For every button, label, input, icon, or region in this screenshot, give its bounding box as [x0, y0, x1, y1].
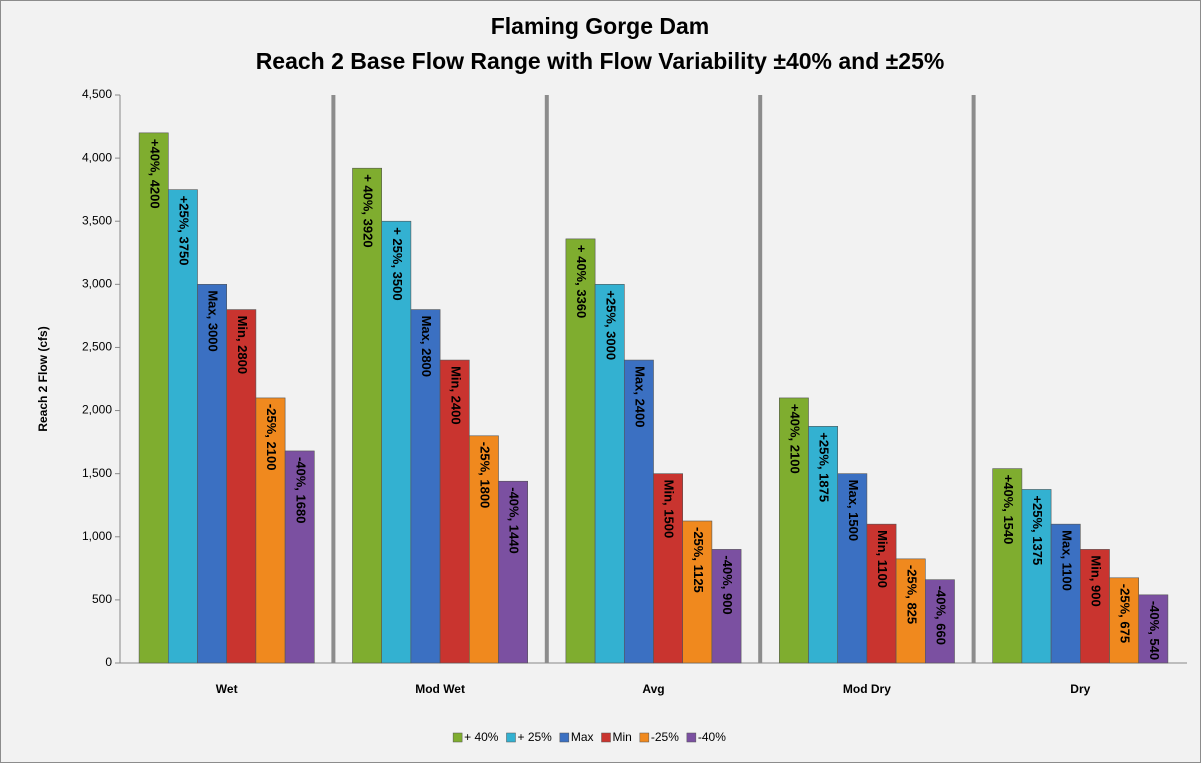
- y-tick-label: 4,500: [82, 87, 112, 101]
- y-tick-label: 3,500: [82, 213, 112, 227]
- bar: [168, 189, 198, 664]
- y-tick-label: 4,000: [82, 150, 112, 164]
- legend-label: + 25%: [517, 730, 552, 744]
- data-label: -40%, 1680: [293, 457, 308, 524]
- x-tick-label: Wet: [216, 682, 238, 696]
- data-label: -40%, 1440: [507, 487, 522, 554]
- bar: [352, 167, 383, 664]
- bar: [1050, 523, 1081, 664]
- data-label: + 40%, 3360: [574, 245, 589, 318]
- bar: [808, 426, 839, 664]
- bar: [778, 397, 809, 664]
- data-label: -25%, 675: [1118, 584, 1133, 643]
- y-tick-label: 500: [92, 592, 112, 606]
- bar: [226, 309, 257, 664]
- y-tick-label: 2,000: [82, 403, 112, 417]
- data-label: + 25%, 3500: [390, 227, 405, 300]
- data-label: -25%, 1800: [477, 442, 492, 509]
- bar: [565, 238, 596, 664]
- data-label: Max, 2400: [632, 366, 647, 427]
- legend-label: + 40%: [464, 730, 499, 744]
- legend-swatch: [601, 732, 611, 743]
- data-label: +25%, 3750: [176, 196, 191, 266]
- x-tick-label: Avg: [642, 682, 664, 696]
- data-label: -25%, 1125: [691, 527, 706, 593]
- chart-subtitle: Reach 2 Base Flow Range with Flow Variab…: [256, 48, 945, 74]
- data-label: Min, 2800: [235, 316, 250, 375]
- legend: + 40% + 25% Max Min -25% -40%: [452, 730, 726, 744]
- data-label: +25%, 1875: [817, 432, 832, 502]
- y-tick-label: 2,500: [82, 340, 112, 354]
- data-label: +25%, 1375: [1030, 495, 1045, 565]
- chart-title: Flaming Gorge Dam: [491, 13, 710, 39]
- bar: [682, 520, 713, 664]
- data-label: -25%, 825: [904, 565, 919, 624]
- y-tick-label: 1,000: [82, 529, 112, 543]
- bar: [895, 558, 926, 664]
- bar: [410, 309, 441, 664]
- bar: [381, 220, 412, 664]
- data-label: +40%, 2100: [787, 404, 802, 474]
- bar: [468, 435, 499, 664]
- bar: [1138, 594, 1169, 664]
- bar: [594, 284, 625, 664]
- bar: [837, 473, 868, 664]
- bar: [924, 579, 955, 664]
- data-label: + 40%, 3920: [361, 174, 376, 247]
- data-label: -40%, 900: [720, 555, 735, 614]
- y-tick-label: 1,500: [82, 466, 112, 480]
- bar: [284, 450, 315, 664]
- bar: [255, 397, 286, 664]
- x-tick-label: Mod Dry: [843, 682, 891, 696]
- legend-label: -40%: [698, 730, 726, 744]
- data-label: Max, 2800: [419, 316, 434, 377]
- bar: [866, 523, 897, 664]
- data-label: +40%, 1540: [1001, 475, 1016, 545]
- bar: [711, 549, 742, 664]
- legend-swatch: [639, 732, 650, 743]
- data-label: Min, 2400: [448, 366, 463, 425]
- legend-swatch: [506, 732, 516, 743]
- data-label: Min, 1500: [662, 480, 677, 539]
- y-tick-label: 3,000: [82, 277, 112, 291]
- data-label: Max, 1500: [846, 480, 861, 541]
- bar: [197, 284, 228, 664]
- bar: [653, 473, 684, 664]
- bar: [1021, 489, 1052, 664]
- bar: [623, 359, 654, 664]
- data-label: Max, 3000: [206, 290, 221, 351]
- data-label: -25%, 2100: [264, 404, 279, 471]
- legend-swatch: [452, 732, 463, 743]
- legend-label: Max: [571, 730, 594, 744]
- data-label: Max, 1100: [1059, 530, 1074, 591]
- x-tick-label: Mod Wet: [415, 682, 465, 696]
- bar: [439, 359, 470, 664]
- x-tick-label: Dry: [1070, 682, 1090, 696]
- y-tick-label: 0: [105, 655, 112, 669]
- bar: [992, 468, 1023, 664]
- data-label: Min, 900: [1088, 555, 1103, 606]
- data-label: -40%, 660: [933, 586, 948, 645]
- data-label: Min, 1100: [875, 530, 890, 588]
- legend-label: Min: [613, 730, 632, 744]
- bar: [1080, 549, 1110, 664]
- legend-swatch: [559, 732, 570, 743]
- data-label: +25%, 3000: [603, 290, 618, 360]
- legend-swatch: [686, 732, 697, 743]
- bar: [138, 132, 169, 664]
- data-label: +40%, 4200: [147, 139, 162, 209]
- y-axis-title: Reach 2 Flow (cfs): [36, 326, 50, 431]
- data-label: -40%, 540: [1147, 601, 1162, 660]
- legend-label: -25%: [651, 730, 679, 744]
- bar: [498, 480, 529, 664]
